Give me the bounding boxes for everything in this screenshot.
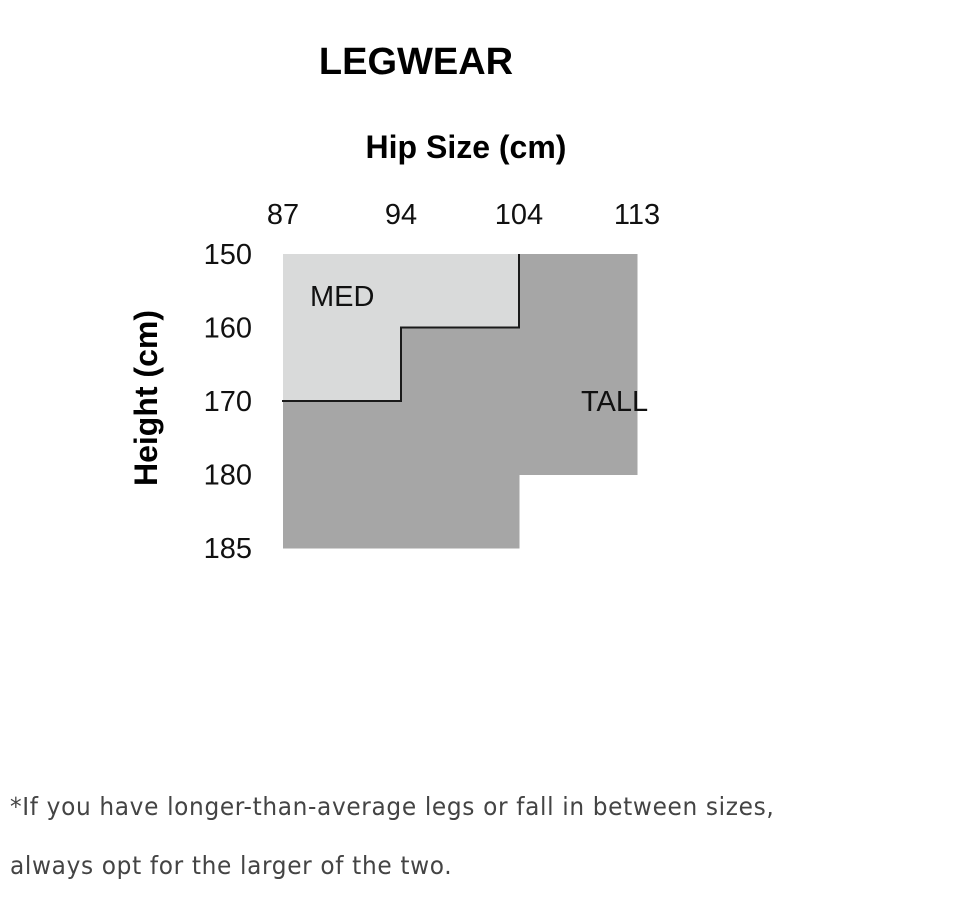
region-tall-cell [283, 401, 638, 475]
region-label-med: MED [310, 281, 374, 313]
region-med-cell [283, 254, 520, 328]
x-tick-label: 104 [495, 199, 543, 231]
region-med-cell [283, 327, 402, 402]
x-axis-label: Hip Size (cm) [366, 129, 567, 165]
footnote-line-1: *If you have longer-than-average legs or… [10, 792, 775, 821]
region-label-tall: TALL [581, 386, 648, 418]
y-tick-label: 180 [204, 460, 252, 492]
y-axis-label: Height (cm) [128, 310, 164, 486]
region-tall-cell [401, 327, 638, 402]
x-tick-label: 87 [267, 199, 299, 231]
y-tick-label: 160 [204, 313, 252, 345]
size-chart: LEGWEAR Hip Size (cm) Height (cm) 87 94 10… [128, 41, 660, 565]
region-tall-cell [283, 474, 520, 549]
y-tick-label: 150 [204, 239, 252, 271]
y-tick-label: 185 [204, 533, 252, 565]
footnote-line-2: always opt for the larger of the two. [10, 851, 453, 880]
x-tick-label: 94 [385, 199, 417, 231]
region-tall-cell [519, 254, 638, 328]
x-tick-label: 113 [614, 199, 660, 231]
y-tick-label: 170 [204, 386, 252, 418]
chart-title: LEGWEAR [319, 41, 513, 83]
